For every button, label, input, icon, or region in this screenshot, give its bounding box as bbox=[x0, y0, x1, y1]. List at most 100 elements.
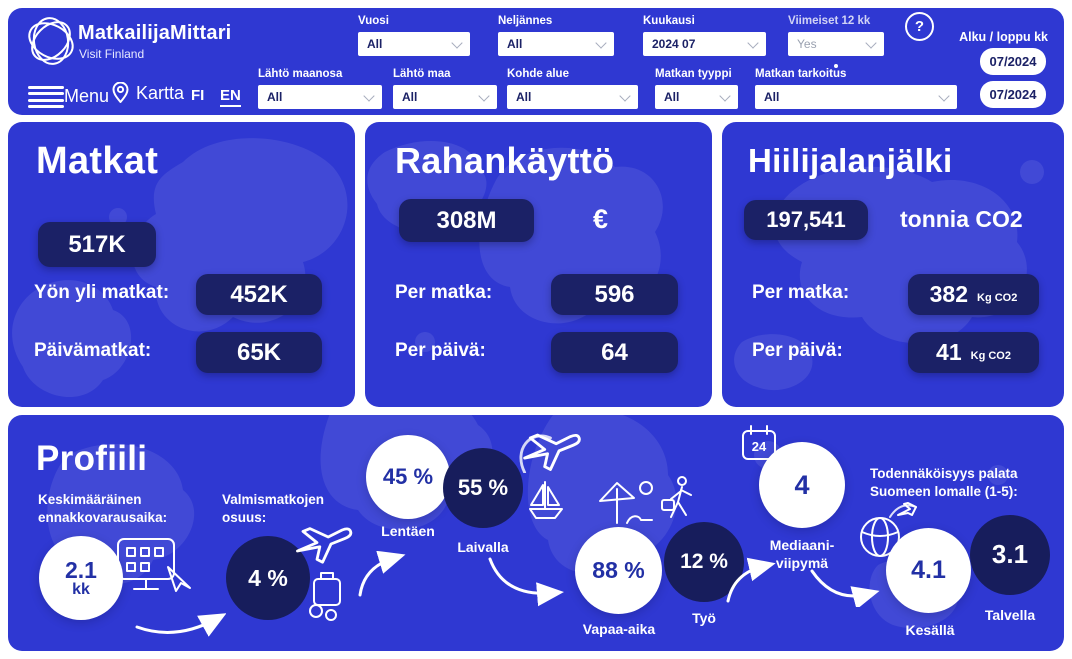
business-traveler-icon bbox=[660, 475, 698, 523]
filter-vuosi-label: Vuosi bbox=[358, 15, 389, 27]
filter-lahto-maa: Lähtö maa All bbox=[393, 68, 497, 109]
filter-viimeiset-label: Viimeiset 12 kk bbox=[788, 15, 871, 27]
rahankaytto-row2-label: Per päivä: bbox=[395, 340, 486, 361]
map-label: Kartta bbox=[136, 82, 185, 103]
filter-neljannes-select[interactable]: All bbox=[498, 32, 614, 56]
help-button[interactable]: ? bbox=[905, 12, 934, 41]
filter-matkan-tarkoitus-select[interactable]: All bbox=[755, 85, 957, 109]
globe-plane-icon bbox=[854, 499, 922, 561]
online-booking-icon bbox=[116, 537, 194, 601]
chevron-down-icon bbox=[719, 89, 731, 102]
rahankaytto-row1-label: Per matka: bbox=[395, 282, 493, 303]
chevron-down-icon bbox=[451, 36, 463, 49]
filter-neljannes: Neljännes All bbox=[498, 15, 614, 56]
filter-kohde-alue-label: Kohde alue bbox=[507, 68, 569, 80]
euro-sign: € bbox=[593, 204, 609, 234]
rahankaytto-row2-badge: 64 bbox=[551, 332, 678, 373]
return-likelihood-heading: Todennäköisyys palata Suomeen lomalle (1-… bbox=[870, 466, 1018, 499]
filter-kohde-alue-select[interactable]: All bbox=[507, 85, 638, 109]
return-summer-label: Kesällä bbox=[905, 622, 955, 638]
filter-viimeiset-12kk: Viimeiset 12 kk Yes bbox=[788, 15, 884, 56]
filter-kuukausi: Kuukausi 2024 07 bbox=[643, 15, 766, 56]
median-stay-circle: 4 bbox=[759, 442, 845, 528]
period-end-input[interactable]: 07/2024 bbox=[980, 81, 1046, 108]
median-stay-label: Mediaani-viipymä bbox=[769, 537, 835, 571]
return-winter-label: Talvella bbox=[984, 607, 1036, 623]
map-button[interactable]: Kartta bbox=[112, 82, 184, 104]
filter-lahto-maa-label: Lähtö maa bbox=[393, 68, 451, 80]
filter-vuosi-select[interactable]: All bbox=[358, 32, 470, 56]
filter-lahto-maa-select[interactable]: All bbox=[393, 85, 497, 109]
chevron-down-icon bbox=[363, 89, 375, 102]
flying-share-circle: 45 % bbox=[366, 435, 450, 519]
card-rahankaytto: Rahankäyttö 308M € Per matka: 596 Per pä… bbox=[365, 122, 712, 407]
hiilijalanjalki-row1-label: Per matka: bbox=[752, 282, 850, 303]
filter-matkan-tarkoitus-label: Matkan tarkoitus bbox=[755, 68, 847, 80]
lang-en-button[interactable]: EN bbox=[220, 87, 241, 107]
arrow-right-icon bbox=[135, 613, 226, 637]
beach-umbrella-icon bbox=[593, 479, 655, 529]
filter-neljannes-label: Neljännes bbox=[498, 15, 553, 27]
booking-leadtime-label: Keskimääräinen ennakkovarausaika: bbox=[38, 492, 168, 525]
rahankaytto-row1-badge: 596 bbox=[551, 274, 678, 315]
card-matkat-title: Matkat bbox=[36, 140, 159, 182]
chevron-down-icon bbox=[595, 36, 607, 49]
arrow-up-right-icon bbox=[726, 557, 776, 603]
period-start-input[interactable]: 07/2024 bbox=[980, 48, 1046, 75]
return-summer-circle: 4.1 bbox=[886, 528, 971, 613]
booking-leadtime-circle: 2.1 kk bbox=[39, 536, 123, 620]
filter-vuosi: Vuosi All bbox=[358, 15, 470, 56]
filter-matkan-tarkoitus: Matkan tarkoitus All bbox=[755, 68, 957, 109]
filter-kohde-alue: Kohde alue All bbox=[507, 68, 638, 109]
flying-label: Lentäen bbox=[381, 523, 435, 539]
package-share-circle: 4 % bbox=[226, 536, 310, 620]
app-subtitle: Visit Finland bbox=[79, 47, 145, 61]
chevron-down-icon bbox=[619, 89, 631, 102]
arrow-down-right-icon bbox=[810, 569, 880, 607]
card-hiilijalanjalki: Hiilijalanjälki 197,541 tonnia CO2 Per m… bbox=[722, 122, 1064, 407]
filter-matkan-tyyppi-select[interactable]: All bbox=[655, 85, 738, 109]
filter-lahto-maanosa: Lähtö maanosa All bbox=[258, 68, 382, 109]
work-label: Työ bbox=[692, 610, 716, 626]
matkat-total-badge: 517K bbox=[38, 222, 156, 267]
filter-viimeiset-select[interactable]: Yes bbox=[788, 32, 884, 56]
header-bar: MatkailijaMittari Visit Finland Menu Kar… bbox=[8, 8, 1064, 115]
chevron-down-icon bbox=[865, 36, 877, 49]
chevron-down-icon bbox=[478, 89, 490, 102]
hamburger-icon bbox=[28, 82, 64, 112]
card-profiili: Profiili Keskimääräinen ennakkovarausaika… bbox=[8, 415, 1064, 651]
calendar-24-number: 24 bbox=[751, 439, 767, 454]
calendar-24-icon bbox=[741, 423, 777, 463]
rahankaytto-total-badge: 308M bbox=[399, 199, 534, 242]
matkat-row2-badge: 65K bbox=[196, 332, 322, 373]
card-rahankaytto-title: Rahankäyttö bbox=[395, 140, 615, 181]
package-share-label: Valmismatkojen osuus: bbox=[222, 492, 325, 525]
menu-label: Menu bbox=[64, 86, 110, 107]
leisure-label: Vapaa-aika bbox=[582, 621, 656, 637]
hiilijalanjalki-total-badge: 197,541 bbox=[744, 200, 868, 240]
matkat-row1-label: Yön yli matkat: bbox=[34, 282, 170, 303]
period-label: Alku / loppu kk bbox=[959, 30, 1048, 44]
boat-share-circle: 55 % bbox=[443, 448, 523, 528]
dot-separator bbox=[834, 64, 838, 68]
hiilijalanjalki-row2-label: Per päivä: bbox=[752, 340, 843, 361]
arrow-up-right-icon bbox=[358, 551, 406, 597]
lang-fi-button[interactable]: FI bbox=[191, 87, 205, 104]
filter-matkan-tyyppi: Matkan tyyppi All bbox=[655, 68, 738, 109]
plane-icon bbox=[294, 523, 354, 565]
filter-lahto-maanosa-select[interactable]: All bbox=[258, 85, 382, 109]
location-pin-icon bbox=[112, 82, 129, 104]
filter-kuukausi-label: Kuukausi bbox=[643, 15, 695, 27]
chevron-down-icon bbox=[938, 89, 950, 102]
filter-kuukausi-select[interactable]: 2024 07 bbox=[643, 32, 766, 56]
leisure-share-circle: 88 % bbox=[575, 527, 662, 614]
menu-button[interactable]: Menu bbox=[28, 82, 109, 112]
suitcase-gears-icon bbox=[304, 567, 348, 623]
profiili-title: Profiili bbox=[36, 439, 148, 478]
hiilijalanjalki-row1-badge: 382 Kg CO2 bbox=[908, 274, 1039, 315]
matkat-row1-badge: 452K bbox=[196, 274, 322, 315]
plane-icon bbox=[516, 423, 582, 473]
hiilijalanjalki-row2-badge: 41 Kg CO2 bbox=[908, 332, 1039, 373]
return-winter-circle: 3.1 bbox=[970, 515, 1050, 595]
boat-label: Laivalla bbox=[457, 539, 509, 555]
